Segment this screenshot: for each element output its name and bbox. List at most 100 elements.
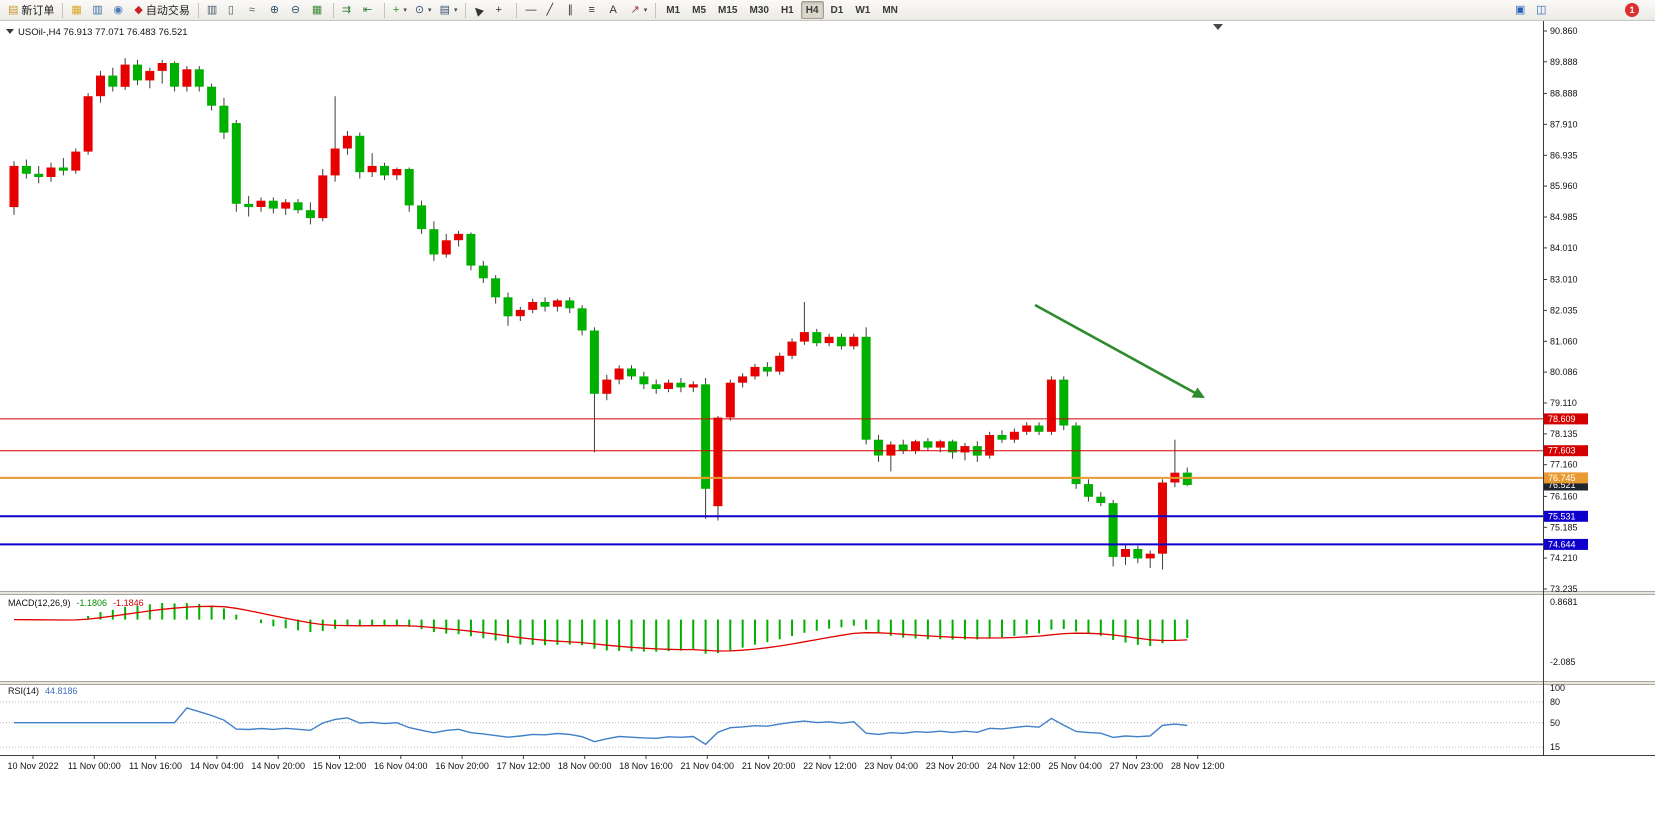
candle	[750, 366, 760, 377]
trend-arrow-annotation[interactable]	[1034, 303, 1205, 398]
toolbar-separator	[655, 2, 657, 18]
tf-mn-label: MN	[882, 4, 898, 16]
tf-h1-button[interactable]: H1	[776, 1, 799, 19]
time-axis-label: 16 Nov 20:00	[435, 761, 489, 771]
tile-windows-button[interactable]: ▦	[309, 1, 328, 19]
time-axis-label: 21 Nov 20:00	[742, 761, 796, 771]
candle	[330, 148, 340, 176]
notification-badge[interactable]: 1	[1625, 3, 1639, 17]
crosshair-button[interactable]: +	[492, 1, 511, 19]
chat-button[interactable]: ◫	[1533, 1, 1552, 19]
candle	[491, 278, 501, 298]
panel-splitter[interactable]	[0, 681, 1655, 685]
indicators-button[interactable]: + ▾	[390, 1, 410, 19]
resistance-price-tag	[1544, 445, 1588, 457]
trendline-button[interactable]: ╱	[543, 1, 562, 19]
indicators-icon: +	[392, 3, 400, 16]
price-axis-label: 83.010	[1550, 275, 1578, 285]
horizontal-line-button[interactable]: —	[522, 1, 541, 19]
equidistant-channel-button[interactable]: ∥	[564, 1, 583, 19]
toolbar-separator	[62, 2, 64, 18]
candle	[293, 202, 303, 211]
candle	[812, 332, 822, 344]
new-order-button[interactable]: ▤ 新订单	[5, 1, 57, 19]
price-axis-label: 84.985	[1550, 212, 1578, 222]
candle	[676, 382, 686, 388]
tf-m5-label: M5	[692, 4, 707, 16]
candle	[9, 165, 19, 208]
profiles-button[interactable]: ▦	[68, 1, 87, 19]
candle	[651, 384, 661, 389]
tf-w1-button[interactable]: W1	[850, 1, 875, 19]
market-watch-button[interactable]: ▥	[89, 1, 108, 19]
zoom-out-button[interactable]: ⊖	[288, 1, 307, 19]
candle	[725, 382, 735, 418]
navigator-button[interactable]: ◉	[110, 1, 129, 19]
tf-m30-button[interactable]: M30	[744, 1, 773, 19]
tf-h4-button[interactable]: H4	[800, 1, 824, 19]
tf-m15-button[interactable]: M15	[713, 1, 742, 19]
periods-icon: ⊙	[414, 3, 425, 16]
price-axis-label: 89.888	[1550, 57, 1578, 67]
candle	[58, 167, 68, 171]
candle	[170, 63, 179, 87]
templates-button[interactable]: ▤ ▾	[437, 1, 461, 19]
periods-button[interactable]: ⊙ ▾	[412, 1, 435, 19]
time-axis-label: 14 Nov 20:00	[251, 761, 305, 771]
candle	[34, 173, 44, 177]
rsi-axis-label: 50	[1550, 718, 1560, 728]
chart-shift-button[interactable]: ⇤	[360, 1, 379, 19]
candle	[1158, 482, 1167, 554]
macd-panel	[13, 603, 1189, 654]
rsi-line	[14, 707, 1188, 746]
candle	[404, 169, 414, 206]
candle	[108, 75, 118, 87]
candle	[614, 368, 624, 380]
community-button[interactable]: ▣	[1512, 1, 1531, 19]
resistance-price-tag-label: 77.603	[1548, 446, 1576, 456]
tf-m1-button[interactable]: M1	[661, 1, 685, 19]
chart-shift-marker[interactable]	[1213, 24, 1223, 30]
tf-m5-button[interactable]: M5	[687, 1, 711, 19]
auto-trading-label: 自动交易	[145, 5, 190, 17]
text-label-button[interactable]: A	[606, 1, 625, 19]
candlestick-chart-button[interactable]: ▯	[225, 1, 244, 19]
symbol-dropdown-icon[interactable]	[6, 29, 14, 34]
current-price-price-tag	[1544, 479, 1588, 491]
tf-d1-button[interactable]: D1	[826, 1, 849, 19]
auto-trading-button[interactable]: ◆ 自动交易	[131, 1, 192, 19]
candles	[9, 58, 1192, 570]
panel-splitter[interactable]	[0, 591, 1655, 595]
price-axis-label: 80.086	[1550, 367, 1578, 377]
candle	[1009, 431, 1019, 440]
candle	[219, 105, 229, 133]
candle	[281, 202, 291, 209]
candle	[1071, 425, 1081, 485]
new-order-icon: ▤	[8, 3, 19, 16]
fibonacci-button[interactable]: ≡	[585, 1, 604, 19]
time-axis-label: 24 Nov 12:00	[987, 761, 1041, 771]
candle	[46, 167, 56, 177]
bar-chart-button[interactable]: ▥	[204, 1, 223, 19]
candle	[71, 151, 81, 171]
resistance-price-tag	[1544, 413, 1588, 425]
price-axis-label: 79.110	[1550, 398, 1577, 408]
community-icon: ▣	[1515, 3, 1526, 16]
candle	[441, 240, 451, 255]
candle	[948, 441, 958, 453]
arrows-button[interactable]: ↗ ▾	[627, 1, 650, 19]
cursor-button[interactable]: ▶	[471, 1, 490, 19]
price-axis-label: 88.888	[1550, 88, 1578, 98]
candle	[1034, 425, 1044, 432]
zoom-in-button[interactable]: ⊕	[267, 1, 286, 19]
trendline-icon: ╱	[546, 3, 554, 16]
auto-scroll-button[interactable]: ⇉	[339, 1, 358, 19]
line-chart-button[interactable]: ≈	[246, 1, 265, 19]
candle	[244, 203, 254, 208]
candle	[318, 175, 328, 219]
cursor-icon: ▶	[471, 3, 486, 18]
candle	[194, 69, 204, 87]
candle	[120, 64, 130, 87]
tf-mn-button[interactable]: MN	[877, 1, 903, 19]
candle	[552, 300, 562, 307]
